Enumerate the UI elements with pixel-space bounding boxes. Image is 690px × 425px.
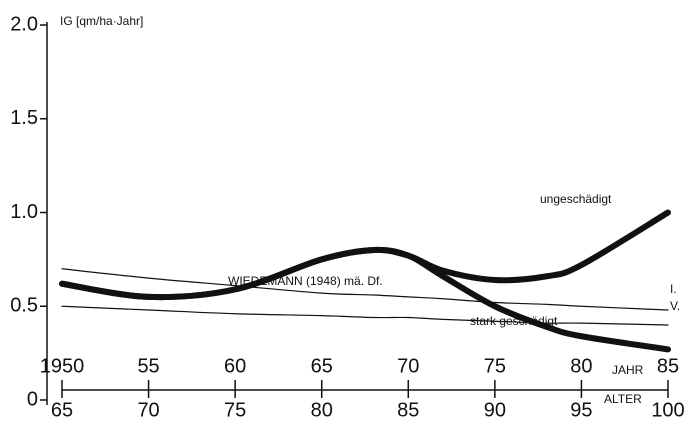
x2-tick-label: 75 xyxy=(224,399,246,421)
x2-tick-label: 85 xyxy=(397,399,419,421)
x-tick-label: 70 xyxy=(397,355,419,377)
x-tick-label: 85 xyxy=(657,355,679,377)
x-tick-label: 75 xyxy=(484,355,506,377)
x2-tick-label: 70 xyxy=(137,399,159,421)
line-series xyxy=(59,246,671,353)
series-label: I. xyxy=(670,282,677,296)
x-axis-label: JAHR xyxy=(612,363,644,377)
x-tick-label: 60 xyxy=(224,355,246,377)
series-label: V. xyxy=(670,299,680,313)
x2-tick-label: 95 xyxy=(570,399,592,421)
y-tick-label: 0.5 xyxy=(10,295,38,317)
line-series xyxy=(61,268,669,311)
line-series xyxy=(61,305,669,326)
x-tick-label: 80 xyxy=(570,355,592,377)
x2-tick-label: 100 xyxy=(651,399,684,421)
x-tick-label: 65 xyxy=(311,355,333,377)
y-tick-label: 1.0 xyxy=(10,201,38,223)
x-tick-label: 1950 xyxy=(40,355,85,377)
x2-axis-label: ALTER xyxy=(604,392,642,406)
x2-tick-label: 90 xyxy=(484,399,506,421)
y-tick-label: 2.0 xyxy=(10,13,38,35)
x2-tick-label: 80 xyxy=(311,399,333,421)
y-tick-label: 0 xyxy=(27,388,38,410)
series-label: ungeschädigt xyxy=(540,192,612,206)
y-tick-label: 1.5 xyxy=(10,107,38,129)
x-tick-label: 55 xyxy=(137,355,159,377)
x2-tick-label: 65 xyxy=(51,399,73,421)
series-label: stark geschädigt xyxy=(470,314,558,328)
y-axis-label: IG [qm/ha·Jahr] xyxy=(60,14,143,28)
